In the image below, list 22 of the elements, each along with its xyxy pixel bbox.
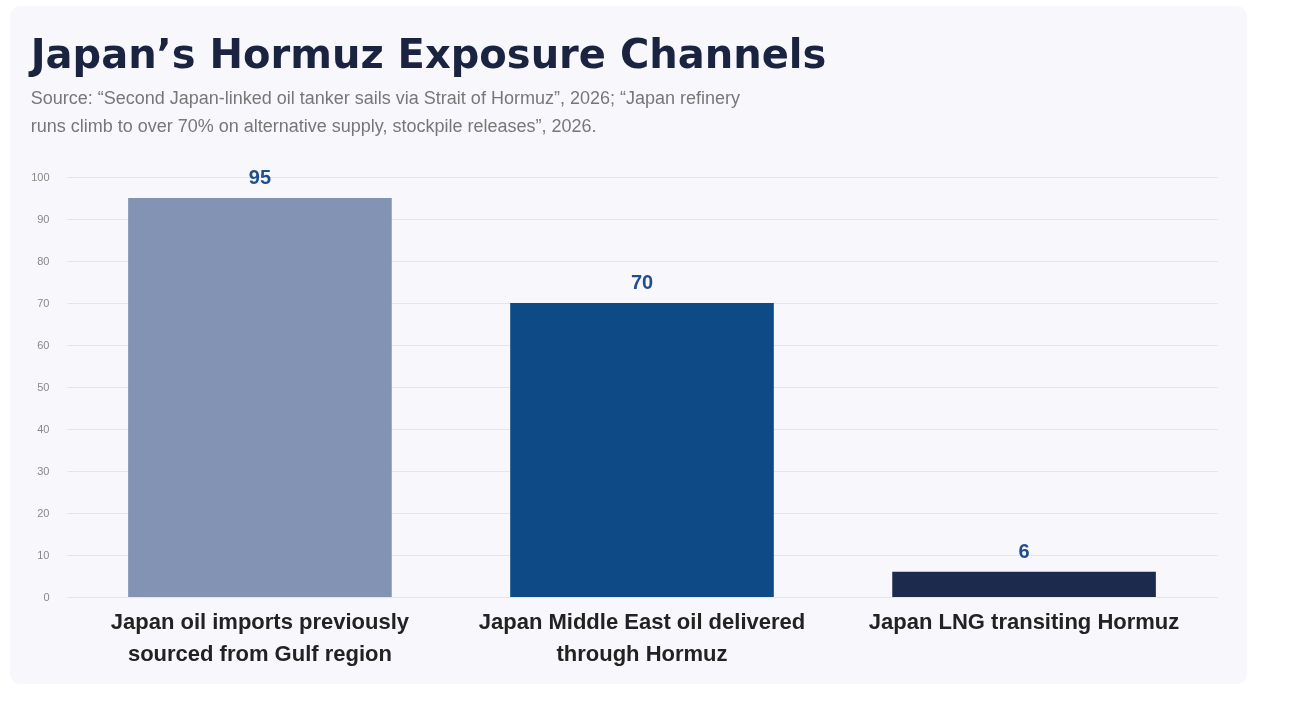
bar [892,571,1156,597]
x-tick-label: Japan Middle East oil delivered through Hormuz [478,608,806,666]
y-tick-label: 30 [37,464,50,477]
chart-title: Japan’s Hormuz Exposure Channels [27,31,827,77]
y-tick-label: 0 [43,590,50,603]
data-label: 95 [248,166,272,188]
y-tick-label: 20 [37,506,50,519]
y-tick-label: 50 [37,380,50,393]
data-label: 6 [1018,539,1030,562]
bar [128,198,392,597]
y-tick-label: 10 [37,548,50,561]
data-label: 70 [630,271,654,293]
y-tick-label: 70 [37,296,50,309]
bar [510,303,774,597]
y-tick-label: 100 [31,170,50,183]
chart-subtitle: Source: “Second Japan-linked oil tanker sails via Strait of Hormuz”, 2026; “Japan refinery runs climb to over 70% on alternative supply, stockpile releases”, 2026. [30,88,740,136]
y-tick-label: 60 [37,338,50,351]
x-tick-label: Japan LNG transiting Hormuz [868,608,1180,634]
y-tick-label: 40 [37,422,50,435]
x-tick-label: Japan oil imports previously sourced from Gulf region [110,608,410,666]
y-tick-label: 90 [37,212,50,225]
y-tick-label: 80 [37,254,50,267]
